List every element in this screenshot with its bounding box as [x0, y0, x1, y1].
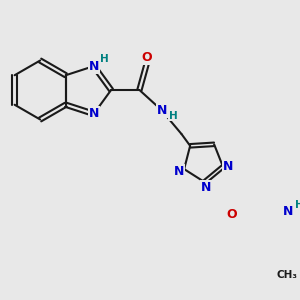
Text: N: N	[88, 107, 99, 120]
Text: N: N	[88, 60, 99, 73]
Text: H: H	[169, 111, 178, 121]
Text: N: N	[223, 160, 234, 173]
Text: O: O	[141, 51, 152, 64]
Text: CH₃: CH₃	[277, 270, 298, 280]
Text: N: N	[157, 104, 167, 117]
Text: N: N	[283, 205, 293, 218]
Text: O: O	[227, 208, 237, 221]
Text: H: H	[100, 54, 109, 64]
Text: N: N	[201, 181, 211, 194]
Text: H: H	[295, 200, 300, 210]
Text: N: N	[173, 165, 184, 178]
